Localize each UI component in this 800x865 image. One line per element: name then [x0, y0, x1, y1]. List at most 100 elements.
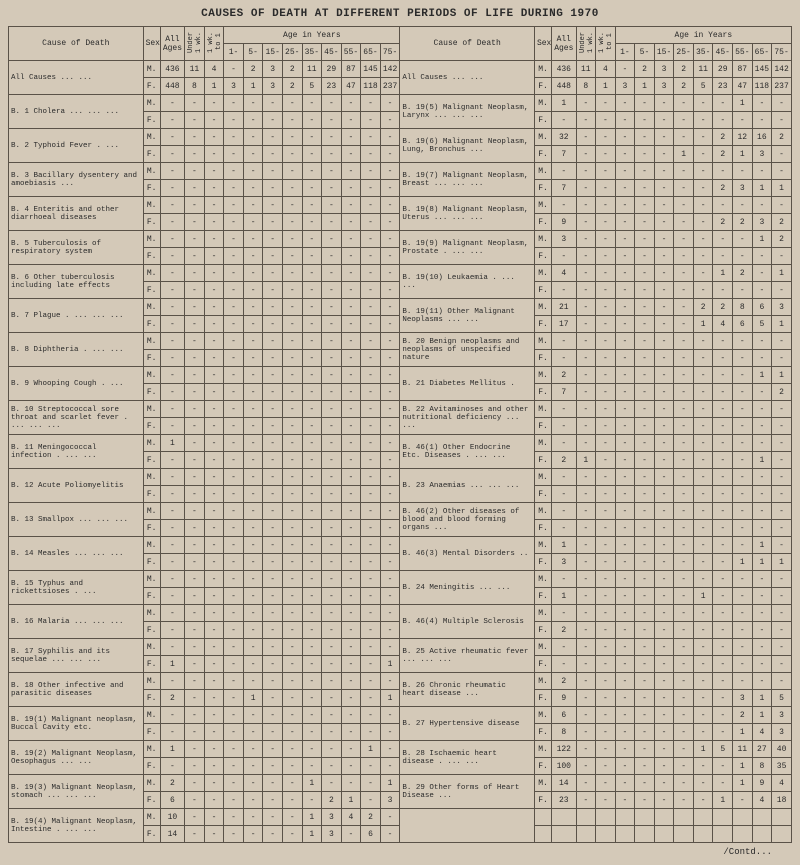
cell: -: [243, 129, 263, 146]
cell: -: [596, 214, 616, 231]
cell: -: [596, 503, 616, 520]
cell: -: [361, 146, 381, 163]
cell: -: [380, 197, 400, 214]
cell: -: [361, 571, 381, 588]
cell: -: [361, 384, 381, 401]
cell: -: [263, 605, 283, 622]
cell: 2: [772, 384, 792, 401]
cell: -: [263, 690, 283, 707]
cell: 1: [752, 707, 772, 724]
cell: -: [322, 333, 342, 350]
cell: 2: [243, 61, 263, 78]
cell: -: [322, 129, 342, 146]
cell: M.: [143, 503, 160, 520]
cell: [596, 826, 616, 843]
cell: -: [263, 435, 283, 452]
cell: -: [713, 758, 733, 775]
cell: -: [552, 520, 576, 537]
cell: B. 19(5) Malignant Neoplasm, Larynx ... …: [400, 95, 535, 129]
cell: -: [322, 452, 342, 469]
cell: -: [185, 197, 205, 214]
cell: B. 21 Diabetes Mellitus .: [400, 367, 535, 401]
cell: -: [752, 282, 772, 299]
cell: -: [713, 503, 733, 520]
cell: 3: [772, 299, 792, 316]
cell: -: [341, 520, 361, 537]
cell: -: [380, 384, 400, 401]
cell: -: [596, 129, 616, 146]
cell: -: [380, 129, 400, 146]
cell: 7: [552, 384, 576, 401]
cell: -: [596, 299, 616, 316]
cell: F.: [143, 146, 160, 163]
cell: -: [322, 350, 342, 367]
cell: -: [654, 503, 674, 520]
cell: [713, 826, 733, 843]
cell: -: [224, 197, 244, 214]
cell: -: [654, 401, 674, 418]
cell: F.: [143, 180, 160, 197]
cell: -: [243, 367, 263, 384]
cell: 1: [733, 724, 753, 741]
cell: -: [635, 588, 655, 605]
cell: -: [224, 333, 244, 350]
cell: -: [733, 792, 753, 809]
cell: -: [576, 486, 596, 503]
cell: -: [654, 112, 674, 129]
cell: -: [615, 248, 635, 265]
cell: -: [185, 112, 205, 129]
cell: -: [576, 418, 596, 435]
cell: -: [674, 690, 694, 707]
cell: 5: [302, 78, 322, 95]
cell: -: [341, 571, 361, 588]
cell: -: [322, 180, 342, 197]
cell: -: [243, 571, 263, 588]
cell: -: [713, 707, 733, 724]
cell: 1: [752, 180, 772, 197]
cell: -: [713, 197, 733, 214]
cell: -: [596, 605, 616, 622]
cell: -: [263, 299, 283, 316]
cell: -: [185, 724, 205, 741]
cell: -: [322, 231, 342, 248]
cell: 1: [552, 537, 576, 554]
cell: -: [674, 316, 694, 333]
cell: B. 19(7) Malignant Neoplasm, Breast ... …: [400, 163, 535, 197]
cell: -: [752, 639, 772, 656]
cell: 1: [772, 554, 792, 571]
cell: -: [693, 367, 713, 384]
cell: 3: [552, 554, 576, 571]
cell: -: [302, 673, 322, 690]
cell: 3: [733, 180, 753, 197]
col-age-years-r: Age in Years: [615, 27, 791, 44]
cell: 2: [713, 129, 733, 146]
cell: -: [302, 214, 322, 231]
cell: M.: [534, 197, 551, 214]
cell: -: [263, 809, 283, 826]
cell: -: [752, 520, 772, 537]
cell: M.: [143, 299, 160, 316]
cell: -: [654, 486, 674, 503]
cell: -: [243, 809, 263, 826]
cell: -: [204, 724, 224, 741]
cell: -: [224, 265, 244, 282]
cell: -: [224, 61, 244, 78]
cell: -: [361, 418, 381, 435]
cell: -: [185, 435, 205, 452]
cell: -: [596, 554, 616, 571]
cell: -: [282, 384, 302, 401]
cell: -: [772, 605, 792, 622]
cell: 3: [263, 78, 283, 95]
cell: -: [772, 639, 792, 656]
cell: 5: [713, 741, 733, 758]
cell: 2: [772, 129, 792, 146]
cell: B. 46(3) Mental Disorders ..: [400, 537, 535, 571]
cell: -: [674, 520, 694, 537]
cell: -: [693, 180, 713, 197]
cell: 2: [674, 78, 694, 95]
age-col: 35-: [302, 44, 322, 61]
cell: F.: [143, 690, 160, 707]
cell: -: [380, 452, 400, 469]
cell: -: [674, 588, 694, 605]
col-sex: Sex: [143, 27, 160, 61]
